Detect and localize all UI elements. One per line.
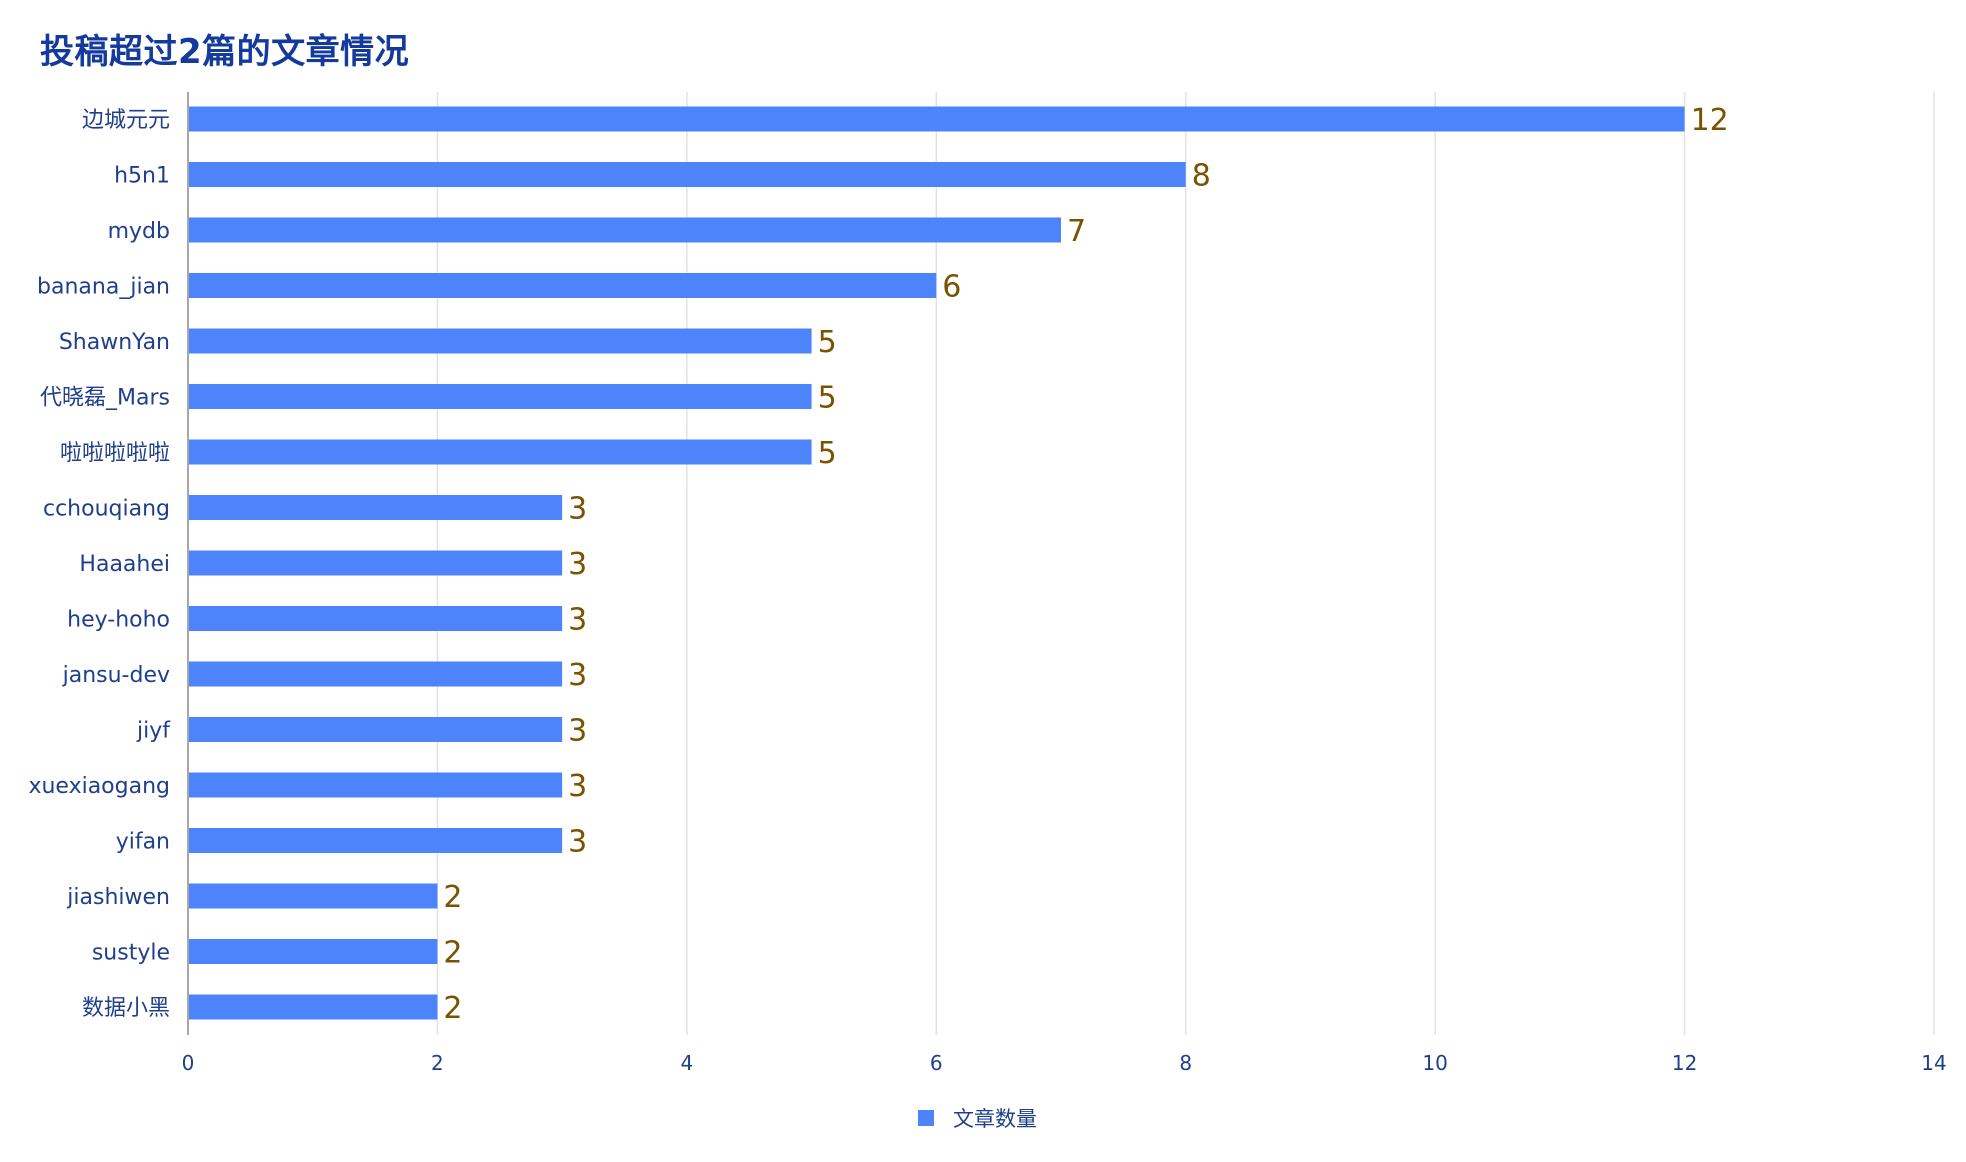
category-label: 代晓磊_Mars bbox=[40, 386, 170, 411]
bar bbox=[189, 550, 563, 576]
category-label: jiashiwen bbox=[66, 885, 170, 910]
x-tick-label: 0 bbox=[182, 1051, 195, 1075]
category-label: 边城元元 bbox=[82, 108, 170, 133]
data-label: 8 bbox=[1192, 159, 1211, 194]
bar bbox=[189, 883, 438, 909]
legend-swatch bbox=[918, 1110, 934, 1126]
legend-label: 文章数量 bbox=[953, 1107, 1037, 1131]
chart-title: 投稿超过2篇的文章情况 bbox=[40, 32, 410, 72]
data-label: 5 bbox=[818, 325, 837, 360]
data-label: 5 bbox=[818, 436, 837, 471]
data-label: 2 bbox=[443, 936, 462, 971]
bar bbox=[189, 384, 812, 409]
category-label: ShawnYan bbox=[59, 330, 170, 355]
category-label: sustyle bbox=[92, 941, 170, 966]
category-label: xuexiaogang bbox=[28, 774, 170, 799]
data-label: 2 bbox=[443, 880, 462, 915]
data-label: 12 bbox=[1691, 103, 1729, 138]
x-tick-label: 12 bbox=[1672, 1051, 1697, 1075]
bar bbox=[189, 273, 937, 298]
bar bbox=[189, 217, 1061, 243]
data-label: 7 bbox=[1067, 214, 1086, 249]
bar bbox=[189, 606, 563, 631]
data-label: 3 bbox=[568, 658, 587, 693]
bar bbox=[189, 495, 563, 520]
x-tick-label: 14 bbox=[1921, 1051, 1946, 1075]
data-label: 2 bbox=[443, 991, 462, 1026]
data-label: 3 bbox=[568, 769, 587, 804]
category-label: h5n1 bbox=[114, 164, 170, 189]
category-label: banana_jian bbox=[37, 275, 170, 300]
category-label: 数据小黑 bbox=[82, 996, 170, 1021]
x-tick-label: 2 bbox=[431, 1051, 444, 1075]
data-label: 3 bbox=[568, 603, 587, 638]
bar bbox=[189, 439, 812, 465]
category-label: mydb bbox=[108, 219, 170, 244]
bar bbox=[189, 328, 812, 354]
data-label: 3 bbox=[568, 492, 587, 527]
data-label: 6 bbox=[942, 270, 961, 305]
x-tick-label: 8 bbox=[1179, 1051, 1192, 1075]
x-tick-label: 4 bbox=[680, 1051, 693, 1075]
bar bbox=[189, 772, 563, 798]
bar bbox=[189, 162, 1186, 187]
x-tick-label: 6 bbox=[930, 1051, 943, 1075]
category-label: Haaahei bbox=[79, 552, 170, 577]
category-label: yifan bbox=[116, 830, 170, 855]
category-label: jansu-dev bbox=[62, 663, 170, 688]
category-label: 啦啦啦啦啦 bbox=[60, 441, 170, 466]
category-label: cchouqiang bbox=[43, 497, 170, 522]
bar bbox=[189, 661, 563, 687]
x-tick-label: 10 bbox=[1422, 1051, 1447, 1075]
data-label: 3 bbox=[568, 825, 587, 860]
bar bbox=[189, 994, 438, 1020]
bar bbox=[189, 828, 563, 853]
data-label: 3 bbox=[568, 714, 587, 749]
bar bbox=[189, 106, 1685, 132]
bar bbox=[189, 939, 438, 964]
category-label: jiyf bbox=[136, 719, 171, 744]
data-label: 5 bbox=[818, 381, 837, 416]
bar bbox=[189, 717, 563, 742]
category-label: hey-hoho bbox=[67, 608, 170, 633]
data-label: 3 bbox=[568, 547, 587, 582]
